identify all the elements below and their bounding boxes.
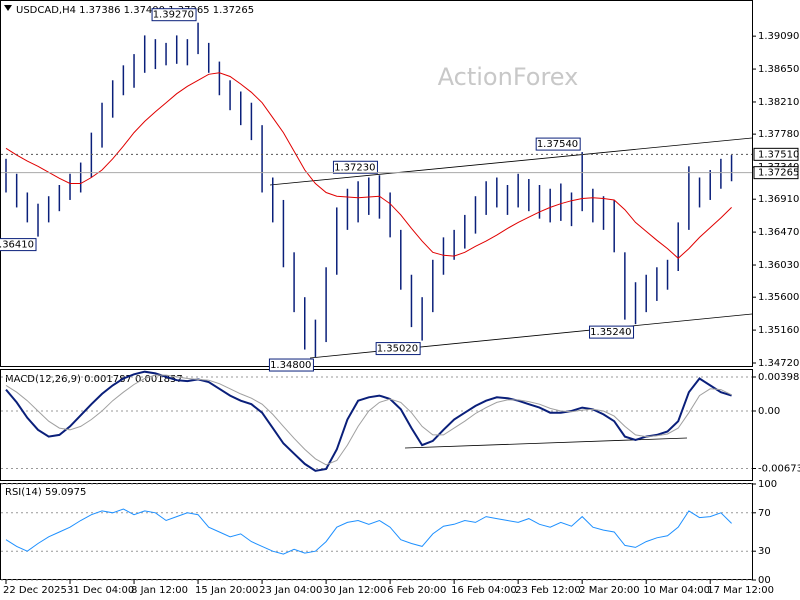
x-tick-label: 23 Jan 04:00 bbox=[259, 585, 322, 596]
x-tick-label: 2 Mar 20:00 bbox=[579, 585, 639, 596]
x-tick-label: 31 Dec 04:00 bbox=[67, 585, 134, 596]
y-tick-label: 70 bbox=[758, 508, 771, 519]
price-annotation: 1.36410 bbox=[0, 240, 34, 251]
macd-title: MACD(12,26,9) 0.001787 0.001857 bbox=[5, 374, 183, 385]
price-panel bbox=[0, 0, 753, 367]
y-tick-label: 00 bbox=[758, 575, 771, 586]
price-annotation: 1.39270 bbox=[153, 10, 194, 21]
y-tick-label: 1.38650 bbox=[758, 64, 799, 75]
price-annotation: 1.35020 bbox=[377, 344, 418, 355]
x-tick-label: 10 Mar 04:00 bbox=[643, 585, 710, 596]
price-annotation-box bbox=[151, 8, 197, 22]
trend-line bbox=[269, 137, 753, 186]
x-tick-label: 6 Feb 20:00 bbox=[387, 585, 446, 596]
price-annotation-box bbox=[332, 160, 378, 174]
watermark: ActionForex bbox=[438, 63, 579, 91]
price-annotation-box bbox=[268, 358, 314, 372]
price-annotation-box bbox=[535, 137, 581, 151]
y-tick-label: 1.39090 bbox=[758, 31, 799, 42]
price-annotation: 1.37540 bbox=[537, 139, 578, 150]
y-tick-label: 1.38210 bbox=[758, 97, 799, 108]
price-annotation-box bbox=[589, 325, 635, 339]
x-tick-label: 17 Mar 12:00 bbox=[707, 585, 774, 596]
x-tick-label: 22 Dec 2025 bbox=[3, 585, 67, 596]
y-tick-label: 1.37780 bbox=[758, 129, 799, 140]
y-tick-label: 0.00 bbox=[758, 406, 780, 417]
y-tick-label: 1.36030 bbox=[758, 260, 799, 271]
y-tick-label: 1.36470 bbox=[758, 227, 799, 238]
y-tick-label: 100 bbox=[758, 479, 777, 490]
price-annotation: 1.37230 bbox=[334, 162, 375, 173]
x-tick-label: 8 Jan 12:00 bbox=[131, 585, 188, 596]
y-tick-label: -0.006737 bbox=[758, 464, 800, 475]
price-annotation: 1.34800 bbox=[270, 360, 311, 371]
indicator-line bbox=[5, 370, 732, 472]
price-annotation-box bbox=[0, 238, 37, 252]
y-tick-label: 1.35160 bbox=[758, 325, 799, 336]
indicator-line bbox=[5, 508, 732, 555]
x-tick-label: 23 Feb 12:00 bbox=[515, 585, 581, 596]
rsi-title: RSI(14) 59.0975 bbox=[5, 487, 86, 498]
price-level-box bbox=[753, 147, 799, 161]
price-level-label: 1.37510 bbox=[758, 149, 799, 160]
menu-arrow bbox=[4, 5, 12, 11]
x-tick-label: 15 Jan 20:00 bbox=[195, 585, 258, 596]
macd-panel bbox=[0, 369, 753, 481]
price-level-box bbox=[753, 166, 799, 180]
moving-average bbox=[5, 72, 732, 259]
price-annotation: 1.35240 bbox=[590, 327, 631, 338]
x-tick-label: 16 Feb 04:00 bbox=[451, 585, 517, 596]
price-annotation-box bbox=[375, 342, 421, 356]
price-level-label: 1.37265 bbox=[758, 168, 799, 179]
y-tick-label: 1.34720 bbox=[758, 358, 799, 369]
indicator-line bbox=[5, 374, 732, 466]
y-tick-label: 0.003982 bbox=[758, 372, 800, 383]
y-tick-label: 30 bbox=[758, 546, 771, 557]
trend-line bbox=[404, 437, 688, 449]
y-tick-label: 1.36910 bbox=[758, 194, 799, 205]
y-tick-label: 1.35600 bbox=[758, 292, 799, 303]
x-tick-label: 30 Jan 12:00 bbox=[323, 585, 386, 596]
chart-title: USDCAD,H4 1.37386 1.37400 1.37265 1.3726… bbox=[16, 5, 254, 16]
